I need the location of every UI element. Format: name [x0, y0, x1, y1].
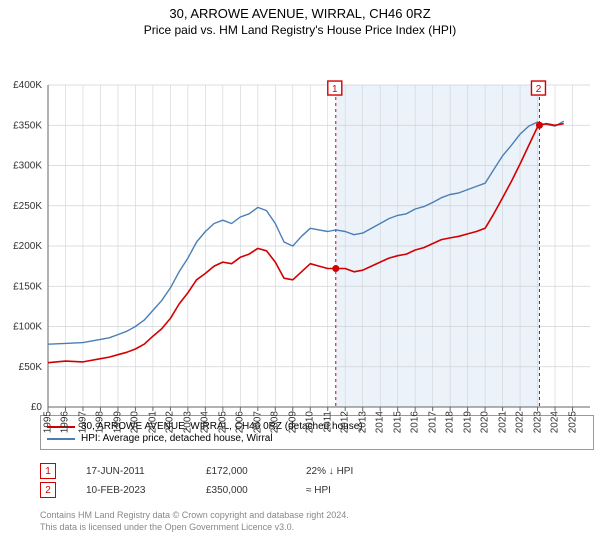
x-tick-label: 2002	[165, 411, 176, 433]
x-tick-label: 2025	[567, 411, 578, 433]
x-tick-label: 1995	[43, 411, 54, 433]
x-tick-label: 1997	[77, 411, 88, 433]
chart-subtitle: Price paid vs. HM Land Registry's House …	[0, 23, 600, 37]
x-tick-label: 2000	[130, 411, 141, 433]
sale-pct: 22% ↓ HPI	[306, 466, 396, 477]
x-tick-label: 2004	[200, 411, 211, 433]
x-tick-label: 2007	[252, 411, 263, 433]
sale-price: £350,000	[206, 485, 306, 496]
attribution-line-2: This data is licensed under the Open Gov…	[40, 522, 580, 534]
x-tick-label: 2008	[270, 411, 281, 433]
svg-text:£300K: £300K	[13, 161, 42, 172]
chart-title: 30, ARROWE AVENUE, WIRRAL, CH46 0RZ	[0, 6, 600, 21]
x-tick-label: 2014	[375, 411, 386, 433]
x-tick-label: 2018	[445, 411, 456, 433]
sales-table: 1 17-JUN-2011£172,00022% ↓ HPI 2 10-FEB-202…	[40, 460, 580, 501]
x-tick-label: 2009	[287, 411, 298, 433]
sale-badge: 2	[40, 482, 56, 498]
x-tick-label: 2005	[217, 411, 228, 433]
chart-container: 30, ARROWE AVENUE, WIRRAL, CH46 0RZ Pric…	[0, 0, 600, 560]
sale-row: 2 10-FEB-2023£350,000≈ HPI	[40, 482, 580, 498]
x-tick-label: 2003	[182, 411, 193, 433]
svg-text:1: 1	[332, 84, 338, 95]
svg-text:£400K: £400K	[13, 80, 42, 91]
x-tick-label: 2024	[550, 411, 561, 433]
x-tick-label: 2013	[357, 411, 368, 433]
x-tick-label: 2006	[235, 411, 246, 433]
svg-text:£150K: £150K	[13, 281, 42, 292]
x-tick-label: 2012	[340, 411, 351, 433]
title-block: 30, ARROWE AVENUE, WIRRAL, CH46 0RZ Pric…	[0, 0, 600, 37]
x-tick-label: 2011	[322, 411, 333, 433]
x-tick-label: 2017	[427, 411, 438, 433]
x-tick-label: 2001	[147, 411, 158, 433]
x-tick-label: 2023	[532, 411, 543, 433]
svg-text:£250K: £250K	[13, 201, 42, 212]
x-tick-label: 1999	[112, 411, 123, 433]
line-chart: £0£50K£100K£150K£200K£250K£300K£350K£400…	[0, 37, 600, 412]
svg-text:£350K: £350K	[13, 120, 42, 131]
x-tick-label: 2015	[392, 411, 403, 433]
attribution-line-1: Contains HM Land Registry data © Crown c…	[40, 510, 580, 522]
sale-date: 17-JUN-2011	[86, 466, 206, 477]
sale-badge: 1	[40, 463, 56, 479]
x-tick-label: 2016	[410, 411, 421, 433]
x-tick-label: 2021	[497, 411, 508, 433]
svg-text:2: 2	[536, 84, 542, 95]
x-tick-label: 2019	[462, 411, 473, 433]
x-tick-label: 1998	[95, 411, 106, 433]
svg-text:£50K: £50K	[19, 362, 43, 373]
svg-text:£100K: £100K	[13, 322, 42, 333]
sale-row: 1 17-JUN-2011£172,00022% ↓ HPI	[40, 463, 580, 479]
sale-pct: ≈ HPI	[306, 485, 396, 496]
x-tick-label: 2022	[515, 411, 526, 433]
attribution: Contains HM Land Registry data © Crown c…	[40, 510, 580, 533]
svg-text:£200K: £200K	[13, 241, 42, 252]
x-axis-labels: 1995 1996 1997 1998 1999 2000 2001 2002 2003 2004…	[0, 411, 600, 451]
x-tick-label: 1996	[60, 411, 71, 433]
sale-date: 10-FEB-2023	[86, 485, 206, 496]
sale-price: £172,000	[206, 466, 306, 477]
x-tick-label: 2020	[480, 411, 491, 433]
x-tick-label: 2010	[305, 411, 316, 433]
